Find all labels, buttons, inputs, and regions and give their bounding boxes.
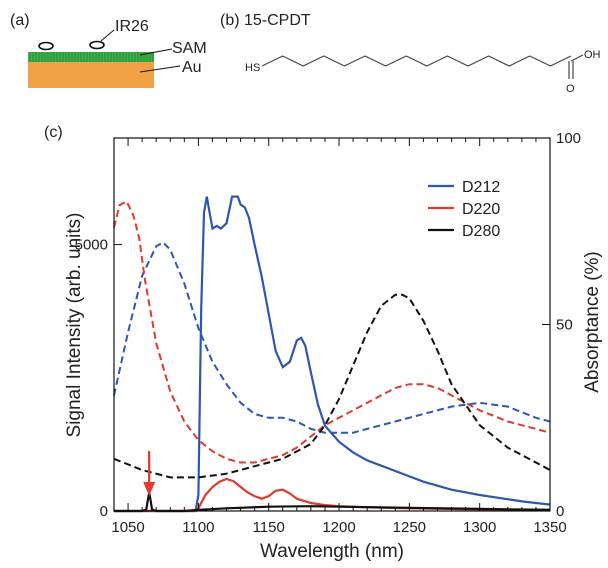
legend: D212 D220 D280	[428, 179, 500, 240]
x-tick-label: 1100	[182, 519, 214, 536]
au-label: Au	[182, 59, 202, 76]
x-tick-label: 1300	[463, 519, 496, 536]
arrow-layer	[143, 451, 156, 496]
series-d280-absorptance	[113, 293, 551, 479]
panel-c-chart: (c) 1050 1100 1150 1200 1250 1300 135005000050…	[44, 124, 603, 562]
carbonyl-oxygen-label: O	[566, 83, 575, 95]
series-d212-absorptance	[113, 241, 551, 434]
y-axis-right-label: Absorptance (%)	[582, 251, 603, 393]
gold-substrate	[28, 62, 154, 88]
hydroxyl-bond	[570, 54, 584, 62]
panel-a-label: (a)	[10, 12, 30, 29]
x-axis-label: Wavelength (nm)	[260, 541, 404, 562]
y-left-tick-label: 5000	[75, 237, 108, 254]
hydroxyl-label: OH	[584, 49, 601, 61]
series-layer	[113, 195, 551, 513]
au-leader-line	[139, 65, 181, 73]
legend-label-d280: D280	[462, 223, 500, 240]
x-tick-label: 1150	[253, 519, 285, 536]
x-tick-label: 1350	[533, 519, 566, 536]
legend-label-d220: D220	[462, 201, 500, 218]
x-tick-label: 1050	[111, 519, 144, 536]
x-tick-label: 1250	[393, 519, 426, 536]
ir26-molecule-1	[38, 41, 54, 51]
x-tick-label: 1200	[322, 519, 355, 536]
panel-a: (a) IR26 SAM Au	[10, 12, 207, 88]
sam-stripes	[29, 52, 154, 62]
panel-c-label: (c)	[44, 124, 63, 141]
thiol-group-label: HS	[245, 62, 260, 74]
sam-label: SAM	[172, 40, 207, 57]
series-d220-absorptance	[113, 200, 551, 464]
series-d212-signal	[114, 195, 551, 513]
legend-label-d212: D212	[462, 179, 500, 196]
sam-layer	[28, 52, 154, 62]
y-right-tick-label: 50	[556, 317, 573, 334]
marker-arrow-head	[143, 482, 156, 496]
panel-b-label: (b)	[220, 12, 240, 29]
ir26-leader-line	[100, 29, 115, 42]
y-left-tick-label: 0	[100, 503, 108, 520]
panel-b: (b) 15-CPDT HS OH O	[220, 12, 601, 95]
sam-leader-line	[139, 48, 173, 56]
y-axis-left-label: Signal Intensity (arb. units)	[64, 213, 85, 438]
alkyl-chain	[261, 55, 572, 67]
ir26-label: IR26	[115, 18, 149, 35]
ir26-molecule-2	[89, 40, 105, 50]
molecule-name: 15-CPDT	[244, 12, 311, 29]
y-right-tick-label: 0	[556, 503, 564, 520]
y-right-tick-label: 100	[556, 130, 581, 147]
